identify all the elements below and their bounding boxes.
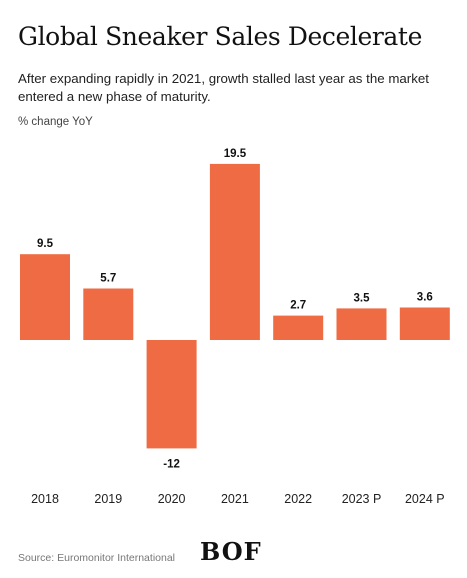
chart-subtitle: After expanding rapidly in 2021, growth … [18,71,429,104]
bar-2019 [83,288,134,340]
data-label-2021: 19.5 [224,148,247,160]
data-label-2022: 2.7 [290,300,306,312]
unit-label: % change YoY [18,116,93,128]
source-note: Source: Euromonitor International [18,552,176,564]
chart-title: Global Sneaker Sales Decelerate [18,22,422,51]
data-label-2020: -12 [163,458,180,470]
bar-2024-p [399,307,450,340]
bar-2021 [209,163,260,340]
bar-2022 [273,315,324,340]
data-label-2024-p: 3.6 [417,292,433,304]
x-tick-label-2021: 2021 [221,492,249,506]
x-tick-label-2023-p: 2023 P [342,492,382,506]
x-tick-label-2020: 2020 [158,492,186,506]
x-tick-label-2024-p: 2024 P [405,492,445,506]
x-tick-label-2018: 2018 [31,492,59,506]
data-label-2023-p: 3.5 [354,292,371,304]
data-label-2019: 5.7 [100,273,116,285]
bar-2023-p [336,308,387,340]
data-label-2018: 9.5 [37,238,54,250]
x-tick-label-2022: 2022 [284,492,312,506]
bar-2018 [20,254,70,340]
bar-2020 [146,340,197,449]
bof-logo: BOF [200,537,262,566]
x-tick-label-2019: 2019 [94,492,122,506]
